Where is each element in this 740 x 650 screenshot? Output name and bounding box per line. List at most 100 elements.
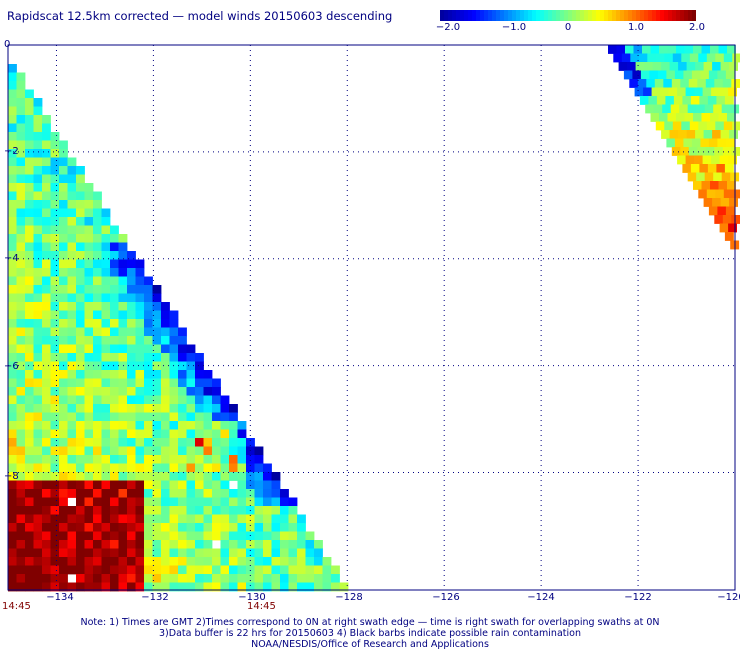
colorbar-label-zero: 0: [564, 22, 572, 33]
wind-cell: [50, 327, 60, 337]
wind-cell: [707, 96, 717, 105]
wind-cell: [263, 497, 272, 507]
wind-cell: [118, 285, 128, 294]
wind-cell: [712, 130, 721, 139]
wind-cell: [691, 138, 701, 148]
wind-cell: [288, 531, 298, 541]
wind-cell: [203, 463, 213, 473]
wind-cell: [33, 293, 43, 303]
colorbar-segment: [488, 10, 493, 21]
wind-cell: [280, 514, 289, 524]
wind-cell: [720, 198, 730, 207]
wind-cell: [76, 429, 85, 439]
wind-cell: [110, 455, 119, 464]
wind-cell: [59, 497, 68, 507]
wind-cell: [50, 455, 60, 464]
wind-cell: [110, 404, 119, 413]
wind-cell: [195, 353, 204, 362]
wind-cell: [101, 234, 111, 243]
wind-cell: [161, 395, 170, 405]
wind-cell: [203, 395, 213, 405]
wind-cell: [127, 489, 136, 498]
wind-cell: [723, 121, 733, 131]
wind-cell: [50, 200, 60, 209]
wind-cell: [76, 319, 85, 328]
wind-cell: [8, 140, 17, 150]
wind-cell: [288, 574, 298, 583]
wind-cell: [8, 472, 17, 481]
wind-cell: [127, 336, 136, 345]
wind-cell: [220, 574, 230, 583]
wind-cell: [8, 412, 17, 422]
wind-cell: [212, 489, 221, 498]
wind-cell: [8, 251, 17, 260]
x-tick-label-126: −126: [432, 592, 460, 603]
wind-cell: [237, 497, 247, 507]
wind-cell: [84, 378, 94, 388]
wind-cell: [723, 189, 733, 199]
wind-cell: [84, 208, 94, 218]
wind-cell: [42, 404, 51, 413]
wind-cell: [280, 497, 289, 507]
wind-cell: [25, 455, 34, 464]
wind-cell: [84, 268, 94, 277]
wind-cell: [169, 327, 179, 337]
wind-cell: [161, 548, 170, 558]
wind-cell: [76, 463, 85, 473]
wind-cell: [76, 327, 85, 337]
wind-cell: [322, 574, 332, 583]
wind-cell: [263, 514, 272, 524]
wind-cell: [93, 395, 102, 405]
wind-cell: [178, 378, 187, 388]
wind-cell: [717, 138, 727, 148]
wind-cell: [33, 259, 43, 269]
wind-cell: [110, 302, 119, 311]
wind-cell: [76, 548, 85, 558]
wind-cell: [42, 327, 51, 337]
wind-cell: [118, 378, 128, 388]
wind-cell: [161, 361, 170, 371]
wind-cell: [229, 421, 238, 430]
wind-cell: [67, 302, 77, 311]
wind-cell: [263, 489, 272, 498]
wind-cell: [127, 565, 136, 575]
wind-cell: [135, 582, 145, 592]
wind-cell: [719, 223, 729, 233]
wind-cell: [135, 455, 145, 464]
wind-cell: [25, 472, 34, 481]
wind-cell: [246, 574, 255, 583]
wind-cell: [152, 285, 162, 294]
wind-cell: [135, 557, 145, 566]
wind-cell: [229, 540, 238, 549]
wind-cell: [67, 234, 77, 243]
wind-cell: [110, 506, 119, 515]
wind-cell: [110, 370, 119, 379]
wind-cell: [135, 574, 145, 583]
wind-cell: [161, 336, 170, 345]
wind-cell: [50, 412, 60, 422]
wind-cell: [254, 480, 264, 490]
wind-cell: [724, 232, 734, 241]
wind-cell: [25, 370, 34, 379]
wind-cell: [50, 378, 60, 388]
wind-cell: [229, 429, 238, 439]
wind-cell: [144, 302, 153, 311]
wind-cell: [110, 463, 119, 473]
wind-cell: [50, 523, 60, 532]
wind-cell: [721, 172, 731, 182]
wind-cell: [135, 302, 145, 311]
wind-cell: [152, 395, 162, 405]
wind-cell: [110, 540, 119, 549]
wind-cell: [229, 404, 238, 413]
wind-cell: [110, 531, 119, 541]
wind-cell: [50, 557, 60, 566]
wind-cell: [161, 472, 170, 481]
wind-cell: [229, 531, 238, 541]
wind-cell: [25, 421, 34, 430]
wind-cell: [203, 514, 213, 524]
wind-cell: [728, 87, 737, 97]
wind-cell: [93, 574, 102, 583]
wind-cell: [713, 172, 723, 182]
colorbar-label-pos1: 1.0: [628, 22, 644, 33]
wind-cell: [178, 361, 187, 371]
